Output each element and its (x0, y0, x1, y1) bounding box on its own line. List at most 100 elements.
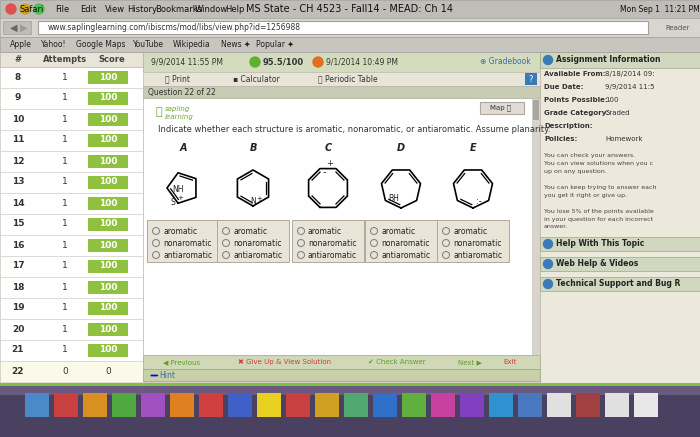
Bar (489, 393, 513, 417)
Bar (532, 98, 540, 355)
Circle shape (20, 4, 30, 14)
Text: MS State - CH 4523 - Fall14 - MEAD: Ch 14: MS State - CH 4523 - Fall14 - MEAD: Ch 1… (246, 4, 454, 14)
Bar (0, 0, 700, 18)
Bar (0, 319, 143, 340)
Text: Map 🏛: Map 🏛 (490, 105, 511, 111)
Text: 20: 20 (12, 325, 24, 333)
Text: Grade Category:: Grade Category: (544, 110, 609, 116)
Bar (88, 155, 128, 168)
Text: Web Help & Videos: Web Help & Videos (556, 260, 638, 268)
Bar (143, 98, 540, 355)
Text: 1: 1 (62, 219, 68, 229)
Text: nonaromatic: nonaromatic (453, 239, 501, 247)
Bar (143, 383, 144, 386)
Bar (0, 37, 700, 52)
Text: 12: 12 (12, 156, 24, 166)
Text: Yahoo!: Yahoo! (41, 40, 66, 49)
Text: Edit: Edit (80, 4, 97, 14)
Bar (460, 393, 484, 417)
Bar (0, 383, 700, 386)
Text: C: C (324, 143, 332, 153)
Bar (344, 393, 368, 417)
Text: Homework: Homework (605, 136, 643, 142)
Text: Next ▶: Next ▶ (458, 359, 482, 365)
Text: answer.: answer. (544, 225, 568, 229)
Bar (88, 71, 128, 84)
Bar (88, 92, 128, 105)
Text: A: A (179, 143, 187, 153)
Bar (38, 21, 648, 34)
Circle shape (543, 280, 552, 288)
Text: NH: NH (172, 184, 183, 194)
Bar (0, 277, 143, 298)
Bar (0, 52, 143, 67)
Bar (0, 385, 700, 395)
Text: Attempts: Attempts (43, 55, 87, 64)
Text: Help With This Topic: Help With This Topic (556, 239, 645, 249)
Text: 🖨 Print: 🖨 Print (165, 74, 190, 83)
Bar (147, 220, 219, 262)
Text: antiaromatic: antiaromatic (308, 250, 357, 260)
Text: ▪ Calculator: ▪ Calculator (233, 74, 280, 83)
Circle shape (543, 260, 552, 268)
Text: ✔ Check Answer: ✔ Check Answer (368, 359, 426, 365)
Text: www.saplinglearning.com/ibiscms/mod/libs/view.php?id=1256988: www.saplinglearning.com/ibiscms/mod/libs… (48, 23, 301, 32)
Text: 100: 100 (99, 156, 118, 166)
Circle shape (250, 57, 260, 67)
Text: #: # (15, 55, 22, 64)
Bar (0, 172, 143, 193)
Text: ▶: ▶ (20, 22, 27, 32)
Text: sapling: sapling (165, 106, 190, 112)
Text: S: S (171, 198, 176, 207)
Bar (88, 239, 128, 252)
Bar (88, 323, 128, 336)
Text: 15: 15 (12, 219, 24, 229)
Text: Wikipedia: Wikipedia (172, 40, 210, 49)
Text: 1: 1 (62, 261, 68, 271)
Text: Help: Help (225, 4, 244, 14)
Text: 18: 18 (12, 282, 24, 291)
Text: 9/9/2014 11:55 PM: 9/9/2014 11:55 PM (151, 58, 223, 66)
Bar (88, 197, 128, 210)
Text: 10: 10 (12, 114, 24, 124)
Text: History: History (127, 4, 157, 14)
Bar (88, 218, 128, 231)
Text: 0: 0 (62, 367, 68, 375)
Bar (0, 193, 143, 214)
Text: 16: 16 (12, 240, 24, 250)
Text: You lose 5% of the points available: You lose 5% of the points available (544, 208, 654, 214)
Text: +: + (177, 195, 183, 201)
Circle shape (543, 239, 552, 249)
Text: 1: 1 (62, 240, 68, 250)
Text: Reader: Reader (665, 24, 690, 31)
Bar (143, 355, 540, 369)
Text: 100: 100 (99, 73, 118, 81)
Bar (540, 52, 700, 385)
Text: 100: 100 (99, 261, 118, 271)
Text: 100: 100 (99, 135, 118, 145)
Text: 🌿: 🌿 (155, 107, 162, 117)
Bar (605, 393, 629, 417)
Text: -: - (322, 166, 326, 177)
Text: Technical Support and Bug R: Technical Support and Bug R (556, 280, 680, 288)
Bar (88, 176, 128, 189)
Text: nonaromatic: nonaromatic (163, 239, 211, 247)
Text: aromatic: aromatic (381, 226, 415, 236)
Text: 11: 11 (12, 135, 24, 145)
Text: antiaromatic: antiaromatic (381, 250, 430, 260)
Text: Hint: Hint (159, 371, 175, 379)
Bar (0, 385, 700, 437)
Bar (0, 109, 143, 130)
Text: 100: 100 (99, 177, 118, 187)
Bar (88, 302, 128, 315)
Bar (480, 102, 524, 114)
Text: News ✦: News ✦ (221, 40, 251, 49)
Bar (88, 134, 128, 147)
Text: You can check your answers.: You can check your answers. (544, 153, 635, 157)
Bar (518, 393, 542, 417)
Text: Graded: Graded (605, 110, 631, 116)
Bar (0, 151, 143, 172)
Text: ◀ Previous: ◀ Previous (163, 359, 200, 365)
Text: 1: 1 (62, 177, 68, 187)
Text: 100: 100 (99, 282, 118, 291)
